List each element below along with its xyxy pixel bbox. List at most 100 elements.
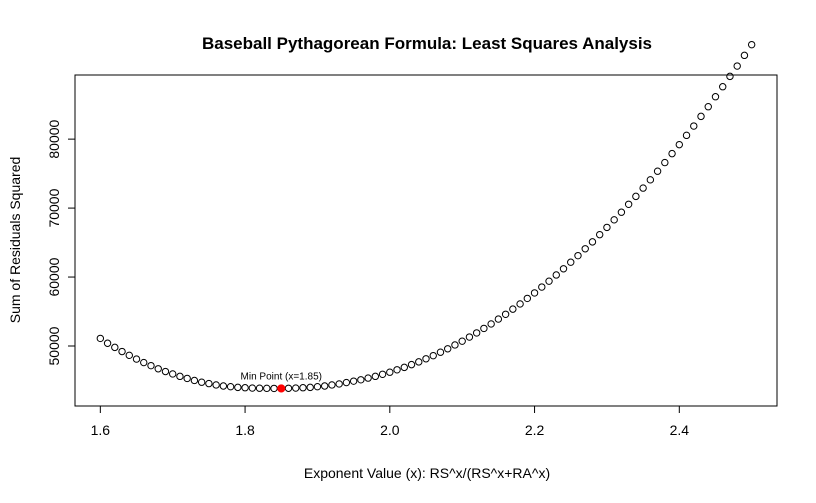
data-point xyxy=(711,93,720,101)
x-axis-label: Exponent Value (x): RS^x/(RS^x+RA^x) xyxy=(304,465,550,481)
data-point xyxy=(140,358,148,367)
y-axis: 50000 60000 70000 80000 xyxy=(46,119,76,365)
data-point xyxy=(487,320,495,328)
chart-title: Baseball Pythagorean Formula: Least Squa… xyxy=(202,34,652,53)
data-point xyxy=(234,383,242,392)
data-point xyxy=(364,374,372,382)
data-points xyxy=(96,40,756,393)
data-point xyxy=(205,379,213,388)
data-point xyxy=(523,294,532,303)
data-point xyxy=(653,167,662,175)
data-point xyxy=(299,384,307,392)
data-point xyxy=(400,363,408,372)
data-point xyxy=(183,374,191,383)
data-point xyxy=(661,158,669,167)
data-point xyxy=(559,265,568,273)
data-point xyxy=(639,184,647,192)
data-point xyxy=(96,334,105,343)
y-tick-label: 70000 xyxy=(46,188,62,227)
data-point xyxy=(292,384,300,392)
data-point xyxy=(747,40,756,49)
data-point xyxy=(603,223,611,232)
min-point-annotation: Min Point (x=1.85) xyxy=(241,371,322,382)
data-point xyxy=(422,355,430,363)
data-point xyxy=(248,384,257,392)
data-point xyxy=(306,383,314,392)
data-point xyxy=(697,112,705,121)
data-point xyxy=(472,329,481,337)
data-point xyxy=(393,366,401,374)
data-point xyxy=(595,230,604,239)
data-point xyxy=(357,376,365,384)
data-point xyxy=(219,382,228,390)
data-point xyxy=(465,333,474,341)
data-point xyxy=(429,351,437,360)
data-point xyxy=(328,381,336,389)
data-point xyxy=(125,351,133,360)
x-tick-label: 1.8 xyxy=(235,422,255,438)
data-point xyxy=(545,277,553,285)
data-point xyxy=(161,367,170,376)
data-point xyxy=(241,384,249,392)
data-point xyxy=(675,140,683,149)
data-point xyxy=(588,238,597,246)
data-point xyxy=(335,380,343,388)
data-point xyxy=(690,122,698,130)
data-point xyxy=(176,372,184,381)
data-point xyxy=(263,384,271,393)
data-point xyxy=(726,72,734,81)
data-point xyxy=(646,176,655,184)
data-point xyxy=(212,381,220,389)
data-point xyxy=(444,345,452,353)
data-point xyxy=(682,131,691,140)
data-point xyxy=(733,62,741,70)
min-point-group: Min Point (x=1.85) xyxy=(241,371,322,393)
data-point xyxy=(458,337,466,345)
data-point xyxy=(169,370,177,378)
data-point xyxy=(740,51,749,60)
data-point xyxy=(668,149,676,158)
data-point xyxy=(255,384,264,392)
y-axis-label: Sum of Residuals Squared xyxy=(7,157,23,324)
x-tick-label: 2.2 xyxy=(525,422,545,438)
data-point xyxy=(415,358,423,366)
data-point xyxy=(480,324,488,333)
data-point xyxy=(516,300,524,308)
y-tick-label: 50000 xyxy=(46,326,62,365)
data-point xyxy=(190,376,199,385)
data-point xyxy=(494,315,503,323)
data-point xyxy=(407,360,416,369)
data-point xyxy=(154,365,162,373)
plot-frame xyxy=(74,74,778,407)
data-point xyxy=(270,384,278,393)
data-point xyxy=(538,283,546,291)
data-point xyxy=(103,339,112,347)
data-point xyxy=(451,341,459,349)
data-point xyxy=(132,355,141,363)
data-point xyxy=(147,361,155,370)
data-point xyxy=(632,192,640,201)
data-point xyxy=(617,208,626,216)
data-point xyxy=(118,347,126,356)
data-point xyxy=(349,377,358,385)
data-point xyxy=(624,200,633,208)
data-point xyxy=(378,370,387,378)
data-point xyxy=(574,251,582,260)
data-point xyxy=(567,258,575,266)
x-tick-label: 2.0 xyxy=(380,422,400,438)
data-point xyxy=(386,368,394,376)
data-point xyxy=(509,305,517,313)
data-point xyxy=(704,103,712,111)
y-tick-label: 60000 xyxy=(46,257,62,296)
data-point xyxy=(342,378,351,387)
data-point xyxy=(610,216,618,224)
data-point xyxy=(313,382,322,391)
data-point xyxy=(581,245,589,253)
data-point xyxy=(226,382,235,391)
data-point xyxy=(371,372,380,381)
data-point xyxy=(719,83,727,91)
data-point xyxy=(320,382,329,390)
min-point-marker xyxy=(277,384,286,393)
data-point xyxy=(501,310,510,318)
